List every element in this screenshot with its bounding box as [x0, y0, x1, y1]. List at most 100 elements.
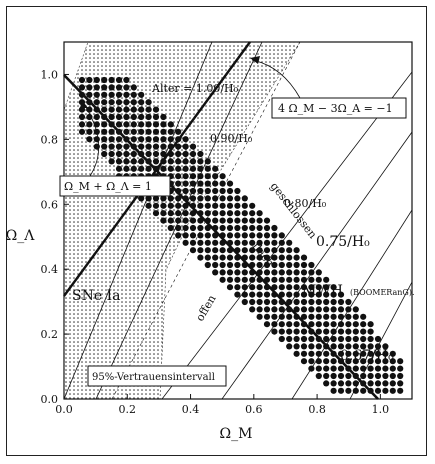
mwh-dot	[175, 232, 182, 239]
mwh-dot	[219, 269, 226, 276]
mwh-dot	[175, 224, 182, 232]
mwh-dot	[315, 343, 322, 350]
closed-label: geschlossen	[268, 180, 320, 241]
mwh-dot	[138, 121, 145, 128]
mwh-dot	[293, 254, 300, 261]
mwh-dot	[182, 150, 189, 158]
mwh-dot	[138, 99, 145, 106]
mwh-dot	[219, 247, 226, 254]
mwh-dot	[345, 306, 352, 313]
mwh-dot	[345, 372, 352, 380]
mwh-dot	[226, 254, 234, 261]
mwh-dot	[374, 372, 382, 380]
mwh-dot	[330, 291, 337, 298]
mwh-dot	[197, 254, 204, 261]
mwh-dot	[167, 165, 174, 172]
mwh-dot	[108, 158, 115, 165]
confidence-label: 95%-Vertrauensintervall	[92, 372, 215, 383]
mwh-dot	[152, 106, 160, 113]
mwh-dot	[226, 180, 234, 187]
mwh-dot	[345, 343, 352, 350]
mwh-dot	[367, 328, 374, 335]
mwh-dot	[219, 217, 226, 224]
mwh-dot	[101, 99, 108, 106]
mwh-dot	[175, 143, 182, 150]
mwh-dot	[330, 321, 337, 328]
mwh-dot	[182, 224, 189, 232]
mwh-dot	[167, 217, 174, 224]
mwh-dot	[337, 350, 345, 357]
mwh-dot	[130, 165, 137, 172]
mwh-dot	[226, 276, 234, 283]
mwh-dot	[278, 247, 285, 254]
mwh-dot	[115, 76, 123, 84]
mwh-dot	[234, 276, 241, 283]
mwh-dot	[249, 202, 256, 209]
age-line-5	[221, 131, 412, 399]
mwh-dot	[374, 343, 382, 350]
mwh-dot	[397, 380, 404, 387]
mwh-dot	[293, 328, 300, 335]
mwh-dot	[389, 387, 396, 394]
mwh-dot	[293, 261, 300, 269]
mwh-dot	[308, 343, 315, 350]
mwh-dot	[352, 380, 359, 387]
mwh-dot	[197, 247, 204, 254]
mwh-dot	[367, 365, 374, 372]
mwh-dot	[263, 254, 271, 261]
mwh-dot	[123, 91, 130, 98]
mwh-dot	[189, 158, 197, 165]
mwh-dot	[360, 365, 367, 372]
x-tick-label: 0.8	[308, 403, 326, 416]
mwh-dot	[219, 187, 226, 195]
mwh-dot	[308, 365, 315, 372]
age-080-label: 0.80/H₀	[284, 197, 327, 210]
mwh-dot	[189, 210, 197, 217]
mwh-dot	[315, 321, 322, 328]
mwh-dot	[123, 128, 130, 135]
mwh-dot	[108, 76, 115, 84]
mwh-dot	[167, 128, 174, 135]
mwh-dot	[308, 284, 315, 291]
mwh-dot	[256, 224, 263, 232]
mwh-dot	[86, 84, 93, 91]
mwh-dot	[315, 284, 322, 291]
mwh-dot	[397, 365, 404, 372]
mwh-dot	[249, 239, 256, 246]
mwh-dot	[345, 328, 352, 335]
mwh-dot	[330, 328, 337, 335]
mwh-dot	[323, 276, 330, 283]
confidence-box	[87, 365, 227, 387]
mwh-dot	[130, 150, 137, 158]
mwh-dot	[167, 158, 174, 165]
mwh-dot	[263, 224, 271, 232]
mwh-dot	[397, 358, 404, 365]
mwh-dot	[167, 224, 174, 232]
mwh-dot	[352, 387, 359, 394]
mwh-dot	[138, 136, 145, 143]
mwh-dot	[160, 195, 167, 202]
mwh-dot	[78, 76, 86, 84]
age-075-label: 0.75/H₀	[316, 234, 370, 250]
mwh-dot	[249, 210, 256, 217]
mwh-dot	[256, 232, 263, 239]
mwh-dot	[293, 306, 300, 313]
age-line-4	[161, 71, 412, 399]
mwh-dot	[189, 247, 197, 254]
mwh-dot	[101, 106, 108, 113]
mwh-dot	[263, 217, 271, 224]
mwh-dot	[145, 136, 152, 143]
mwh-dot	[308, 358, 315, 365]
mwh-dot	[308, 350, 315, 357]
open-label: offen	[193, 293, 218, 324]
mwh-dot	[234, 291, 241, 298]
y-axis-label: Ω_Λ	[6, 228, 36, 244]
arrowhead-flat	[80, 100, 88, 108]
mwh-dot	[382, 380, 389, 387]
mwh-dot	[123, 99, 130, 106]
mwh-dot	[86, 76, 93, 84]
mwh-dot	[123, 165, 130, 172]
mwh-dot	[308, 313, 315, 320]
mwh-dot	[286, 313, 293, 320]
mwh-dot	[101, 128, 108, 135]
